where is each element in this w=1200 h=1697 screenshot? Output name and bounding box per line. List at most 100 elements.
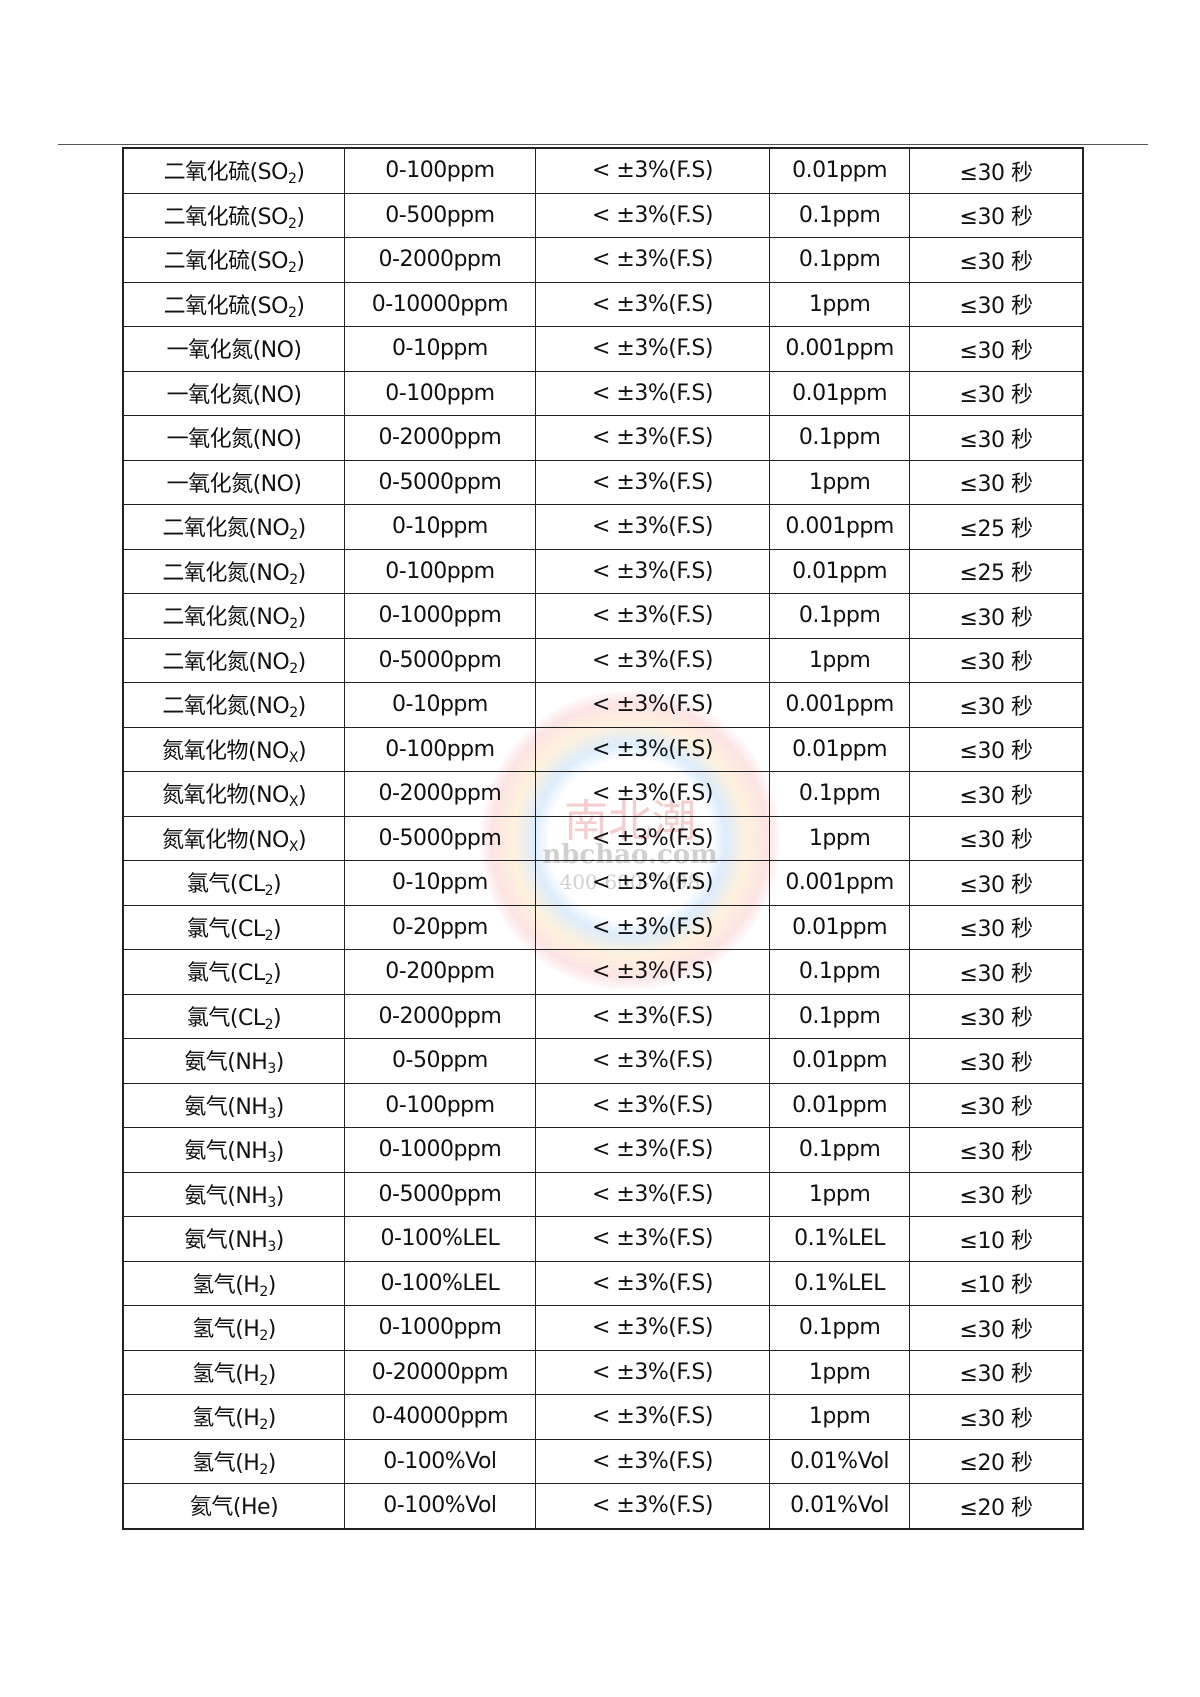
gas-subscript: 2 bbox=[287, 304, 297, 321]
gas-close: ) bbox=[297, 560, 307, 586]
range-cell: 0-100%Vol bbox=[344, 1483, 536, 1529]
accuracy-cell: < ±3%(F.S) bbox=[534, 415, 771, 461]
gas-close: ) bbox=[273, 961, 282, 987]
range-cell: 0-5000ppm bbox=[344, 459, 536, 505]
range-cell: 0-2000ppm bbox=[344, 993, 536, 1039]
gas-name: 二氧化硫(SO bbox=[163, 249, 289, 275]
resolution-cell: 1ppm bbox=[769, 815, 910, 861]
gas-close: ) bbox=[275, 1228, 285, 1254]
gas-subscript: 2 bbox=[287, 260, 297, 277]
gas-subscript: 3 bbox=[267, 1061, 276, 1078]
gas-name: 二氧化氮(NO bbox=[162, 649, 290, 675]
range-cell: 0-1000ppm bbox=[344, 1127, 536, 1173]
gas-subscript: 2 bbox=[264, 972, 274, 989]
accuracy-cell: < ±3%(F.S) bbox=[534, 815, 771, 861]
range-cell: 0-10000ppm bbox=[344, 281, 536, 327]
resolution-cell: 0.01%Vol bbox=[769, 1483, 910, 1529]
gas-cell: 氯气(CL2) bbox=[122, 904, 346, 950]
range-cell: 0-100ppm bbox=[344, 548, 536, 594]
gas-cell: 氢气(H2) bbox=[122, 1438, 346, 1484]
range-cell: 0-100%LEL bbox=[344, 1260, 536, 1306]
range-cell: 0-1000ppm bbox=[344, 1305, 536, 1351]
gas-subscript: 2 bbox=[259, 1417, 268, 1434]
accuracy-cell: < ±3%(F.S) bbox=[534, 637, 771, 683]
gas-name: 氨气(NH bbox=[184, 1050, 268, 1076]
response-cell: ≤30 秒 bbox=[909, 1305, 1084, 1351]
table-row: 二氧化硫(SO2) 0-500ppm < ±3%(F.S) 0.1ppm ≤30 秒 bbox=[122, 192, 1084, 238]
gas-name: 二氧化硫(SO bbox=[163, 160, 289, 186]
range-cell: 0-10ppm bbox=[344, 326, 536, 372]
response-cell: ≤30 秒 bbox=[909, 860, 1084, 906]
resolution-cell: 0.1ppm bbox=[769, 993, 910, 1039]
accuracy-cell: < ±3%(F.S) bbox=[534, 949, 771, 995]
response-cell: ≤10 秒 bbox=[909, 1260, 1084, 1306]
gas-cell: 氨气(NH3) bbox=[122, 1216, 346, 1262]
resolution-cell: 0.001ppm bbox=[769, 860, 910, 906]
response-cell: ≤30 秒 bbox=[909, 326, 1084, 372]
range-cell: 0-5000ppm bbox=[344, 815, 536, 861]
gas-subscript: 2 bbox=[259, 1328, 268, 1345]
table-row: 二氧化氮(NO2) 0-10ppm < ±3%(F.S) 0.001ppm ≤30 秒 bbox=[122, 682, 1084, 728]
gas-subscript: 2 bbox=[264, 1016, 274, 1033]
gas-name: 氢气(H bbox=[192, 1272, 260, 1298]
table-row: 二氧化氮(NO2) 0-1000ppm < ±3%(F.S) 0.1ppm ≤30 秒 bbox=[122, 593, 1084, 639]
response-cell: ≤30 秒 bbox=[909, 682, 1084, 728]
accuracy-cell: < ±3%(F.S) bbox=[534, 548, 771, 594]
resolution-cell: 0.001ppm bbox=[769, 504, 910, 550]
gas-cell: 二氧化氮(NO2) bbox=[122, 682, 346, 728]
gas-cell: 一氧化氮(NO) bbox=[122, 415, 346, 461]
gas-cell: 氯气(CL2) bbox=[122, 860, 346, 906]
accuracy-cell: < ±3%(F.S) bbox=[534, 993, 771, 1039]
resolution-cell: 0.01ppm bbox=[769, 147, 910, 194]
response-cell: ≤30 秒 bbox=[909, 637, 1084, 683]
gas-name: 二氧化氮(NO bbox=[162, 694, 290, 720]
table-row: 氢气(H2) 0-100%Vol < ±3%(F.S) 0.01%Vol ≤20 秒 bbox=[122, 1438, 1084, 1484]
response-cell: ≤30 秒 bbox=[909, 147, 1084, 194]
accuracy-cell: < ±3%(F.S) bbox=[534, 1438, 771, 1484]
accuracy-cell: < ±3%(F.S) bbox=[534, 726, 771, 772]
range-cell: 0-100%Vol bbox=[344, 1438, 536, 1484]
gas-name: 氨气(NH bbox=[184, 1228, 268, 1254]
resolution-cell: 0.1ppm bbox=[769, 1305, 910, 1351]
gas-subscript: 2 bbox=[259, 1372, 268, 1389]
gas-name: 二氧化氮(NO bbox=[162, 516, 290, 542]
accuracy-cell: < ±3%(F.S) bbox=[534, 1305, 771, 1351]
accuracy-cell: < ±3%(F.S) bbox=[534, 370, 771, 416]
gas-name: 氨气(NH bbox=[184, 1139, 268, 1165]
gas-sensor-spec-table: 二氧化硫(SO2) 0-100ppm < ±3%(F.S) 0.01ppm ≤30 秒二… bbox=[122, 147, 1084, 1530]
gas-cell: 二氧化硫(SO2) bbox=[122, 147, 346, 194]
table-row: 氯气(CL2) 0-20ppm < ±3%(F.S) 0.01ppm ≤30 秒 bbox=[122, 904, 1084, 950]
gas-name: 氯气(CL bbox=[186, 872, 265, 898]
gas-name: 氢气(H bbox=[192, 1406, 260, 1432]
table-row: 氦气(He) 0-100%Vol < ±3%(F.S) 0.01%Vol ≤20 秒 bbox=[122, 1483, 1084, 1529]
resolution-cell: 0.01ppm bbox=[769, 726, 910, 772]
resolution-cell: 0.1ppm bbox=[769, 593, 910, 639]
gas-close: ) bbox=[297, 694, 307, 720]
gas-name: 二氧化氮(NO bbox=[162, 605, 290, 631]
gas-name: 氨气(NH bbox=[184, 1094, 268, 1120]
gas-name: 氯气(CL bbox=[186, 916, 265, 942]
table-row: 氢气(H2) 0-20000ppm < ±3%(F.S) 1ppm ≤30 秒 bbox=[122, 1349, 1084, 1395]
gas-name: 氮氧化物(NO bbox=[162, 783, 289, 809]
gas-close: ) bbox=[267, 1406, 277, 1432]
gas-cell: 氨气(NH3) bbox=[122, 1082, 346, 1128]
response-cell: ≤30 秒 bbox=[909, 1082, 1084, 1128]
gas-close: ) bbox=[267, 1361, 277, 1387]
response-cell: ≤10 秒 bbox=[909, 1216, 1084, 1262]
table-row: 氨气(NH3) 0-1000ppm < ±3%(F.S) 0.1ppm ≤30 秒 bbox=[122, 1127, 1084, 1173]
range-cell: 0-10ppm bbox=[344, 504, 536, 550]
table-row: 氢气(H2) 0-40000ppm < ±3%(F.S) 1ppm ≤30 秒 bbox=[122, 1394, 1084, 1440]
table-row: 氨气(NH3) 0-100ppm < ±3%(F.S) 0.01ppm ≤30 秒 bbox=[122, 1082, 1084, 1128]
response-cell: ≤25 秒 bbox=[909, 504, 1084, 550]
response-cell: ≤20 秒 bbox=[909, 1438, 1084, 1484]
gas-name: 氨气(NH bbox=[184, 1183, 268, 1209]
accuracy-cell: < ±3%(F.S) bbox=[534, 682, 771, 728]
gas-name: 二氧化氮(NO bbox=[162, 560, 290, 586]
table-row: 二氧化硫(SO2) 0-2000ppm < ±3%(F.S) 0.1ppm ≤30 秒 bbox=[122, 237, 1084, 283]
response-cell: ≤30 秒 bbox=[909, 726, 1084, 772]
response-cell: ≤30 秒 bbox=[909, 593, 1084, 639]
gas-name: 氮氧化物(NO bbox=[162, 738, 289, 764]
resolution-cell: 0.1ppm bbox=[769, 237, 910, 283]
response-cell: ≤30 秒 bbox=[909, 771, 1084, 817]
range-cell: 0-100ppm bbox=[344, 370, 536, 416]
